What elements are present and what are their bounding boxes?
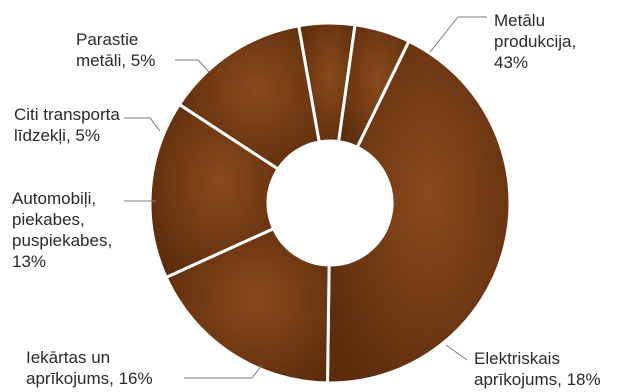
label-line: Automobiļi,	[12, 189, 96, 208]
leader-line-iekartas-un-aprikojums	[184, 364, 263, 379]
chart-labels: Metālu produkcija, 43% Elektriskais aprīkoju…	[12, 11, 601, 389]
label-line: 43%	[494, 53, 528, 72]
leader-line-metalu-produkcija	[429, 16, 487, 53]
leader-line-elektriskais-aprikojums	[445, 344, 468, 361]
slice-automobili-piekabes-puspiekabes	[177, 24, 321, 171]
leader-line-citi-transporta-lidzekli	[124, 117, 161, 132]
label-citi-transporta-lidzekli: Citi transporta līdzekļi, 5%	[14, 105, 120, 145]
label-line: Iekārtas un	[26, 348, 110, 367]
label-metalu-produkcija: Metālu produkcija, 43%	[494, 11, 576, 72]
leader-line-parastie-metali	[175, 59, 210, 73]
label-line: 13%	[12, 252, 46, 271]
label-elektriskais-aprikojums: Elektriskais aprīkojums, 18%	[474, 349, 601, 389]
chart-slices	[148, 21, 512, 385]
slice-iekartas-un-aprikojums	[148, 102, 280, 279]
label-line: līdzekļi, 5%	[14, 126, 100, 145]
label-line: Parastie	[76, 30, 138, 49]
label-automobili-piekabes-puspiekabes: Automobiļi, piekabes, puspiekabes, 13%	[12, 189, 112, 271]
label-line: Citi transporta	[14, 105, 120, 124]
label-iekartas-un-aprikojums: Iekārtas un aprīkojums, 16%	[26, 348, 153, 388]
label-line: aprīkojums, 16%	[26, 369, 153, 388]
label-parastie-metali: Parastie metāli, 5%	[76, 30, 155, 70]
label-line: Elektriskais	[474, 349, 560, 368]
chart-leader-lines	[124, 16, 487, 379]
label-line: metāli, 5%	[76, 51, 155, 70]
label-line: piekabes,	[12, 210, 85, 229]
label-line: Metālu	[494, 11, 545, 30]
slice-metalu-produkcija	[325, 39, 512, 385]
label-line: puspiekabes,	[12, 231, 112, 250]
slice-elektriskais-aprikojums	[164, 227, 331, 385]
label-line: aprīkojums, 18%	[474, 370, 601, 389]
slice-parastie-metali	[337, 23, 411, 149]
label-line: produkcija,	[494, 32, 576, 51]
